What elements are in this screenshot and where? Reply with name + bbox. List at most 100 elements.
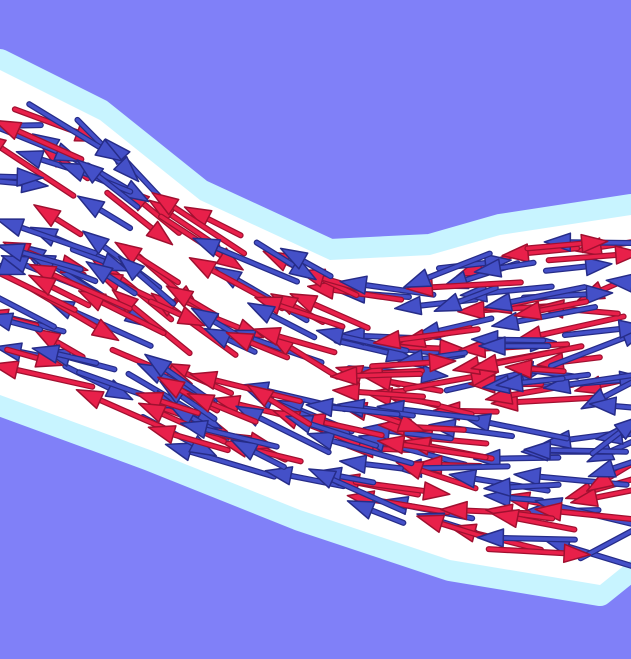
arrow-shaft-highlight	[288, 345, 339, 379]
arrow-head	[315, 326, 345, 346]
arrow-shaft-highlight	[172, 205, 246, 256]
arrow-shaft-highlight	[135, 254, 180, 285]
arrow-shaft-highlight	[354, 372, 422, 378]
arrow-shaft-highlight	[538, 299, 588, 313]
arrow-shaft-highlight	[525, 241, 584, 251]
arrow-head	[94, 138, 123, 162]
arrow-shaft-highlight	[389, 394, 440, 406]
arrow-head	[478, 336, 506, 356]
arrow-shaft-highlight	[98, 207, 132, 230]
arrow-head	[329, 366, 358, 386]
arrow-shaft-highlight	[51, 273, 132, 311]
arrow-head	[428, 352, 457, 373]
arrow-shaft-highlight	[289, 474, 346, 488]
arrow-shaft-highlight	[269, 313, 317, 340]
arrow-head	[484, 292, 514, 312]
arrow-shaft-highlight	[0, 126, 60, 154]
arrow-head	[513, 301, 543, 321]
arrow-shaft-highlight	[9, 320, 42, 332]
arrow-shaft-highlight	[363, 462, 403, 471]
arrow-shaft-highlight	[546, 253, 618, 262]
arrow-head	[225, 331, 255, 352]
arrow-shaft-highlight	[559, 510, 631, 521]
arrow-shaft-highlight	[54, 216, 83, 236]
arrow-shaft-highlight	[301, 259, 333, 278]
arrow-head	[186, 392, 216, 413]
arrow-shaft-highlight	[515, 516, 577, 532]
arrow-head	[393, 295, 423, 316]
arrow-head	[176, 306, 206, 327]
arrow-shaft-highlight	[515, 305, 597, 324]
arrow-head	[504, 359, 533, 379]
arrow-head	[0, 256, 26, 276]
arrow-head	[562, 543, 591, 564]
arrow-field	[0, 101, 631, 569]
arrow-head	[33, 204, 62, 228]
arrow-head	[483, 477, 512, 497]
arrow-shaft-highlight	[171, 432, 230, 452]
arrow-head	[190, 307, 220, 330]
arrow-head	[0, 312, 15, 332]
arrow-shaft-highlight	[494, 344, 584, 366]
arrow-head	[147, 425, 177, 444]
arrow-shaft-highlight	[370, 360, 432, 369]
arrow-head	[440, 500, 468, 521]
arrow-head	[114, 241, 143, 265]
arrow-shaft-highlight	[54, 339, 85, 359]
arrow-head	[192, 237, 222, 258]
arrow-shaft-highlight	[106, 274, 137, 296]
arrow-shaft-highlight	[248, 340, 289, 360]
arrow-shaft-highlight	[549, 336, 626, 368]
arrow-shaft-highlight	[312, 302, 370, 330]
arrow-shaft-highlight	[188, 450, 276, 479]
arrow-head	[396, 413, 426, 433]
arrow-head	[0, 243, 26, 262]
arrow-head	[308, 468, 337, 489]
arrow-head	[203, 327, 233, 349]
arrow-shaft-highlight	[204, 427, 279, 449]
arrow-shaft-highlight	[15, 368, 95, 389]
arrow-head	[448, 469, 478, 489]
arrow-shaft-highlight	[602, 380, 631, 399]
arrow-head	[246, 384, 275, 408]
arrow-shaft-highlight	[5, 347, 40, 360]
arrow-head	[247, 302, 276, 324]
arrow-shaft-highlight	[215, 246, 299, 284]
arrow-head	[501, 243, 530, 263]
arrow-shaft-highlight	[105, 191, 154, 231]
arrow-head	[165, 285, 195, 308]
arrow-shaft-highlight	[96, 174, 140, 209]
arrow-shaft-highlight	[19, 225, 97, 255]
arrow-head	[587, 459, 617, 478]
arrow-head	[179, 419, 209, 439]
arrow-head	[476, 528, 505, 548]
arrow-head	[403, 268, 433, 288]
arrow-shaft-highlight	[330, 405, 400, 417]
arrow-head	[491, 311, 520, 332]
arrow-head	[588, 396, 618, 416]
arrow-head	[513, 467, 542, 487]
arrow-shaft-highlight	[487, 421, 569, 441]
arrow-shaft-highlight	[619, 432, 631, 438]
arrow-shaft-highlight	[277, 303, 345, 329]
arrow-shaft-highlight	[611, 460, 631, 471]
arrow-shaft-highlight	[456, 286, 498, 304]
arrow-head	[189, 370, 219, 390]
arrow-head	[28, 274, 57, 296]
arrow-shaft-highlight	[486, 547, 566, 556]
arrow-head	[332, 382, 361, 402]
arrow-head	[339, 275, 368, 295]
arrow-shaft-highlight	[159, 399, 200, 415]
arrow-shaft-highlight	[0, 271, 77, 312]
arrow-shaft-highlight	[308, 422, 378, 448]
arrow-shaft-highlight	[257, 416, 331, 454]
arrow-head	[82, 230, 110, 255]
arrow-shaft-highlight	[356, 390, 425, 399]
arrow-shaft-highlight	[590, 430, 622, 456]
arrow-shaft-highlight	[100, 300, 166, 335]
arrow-head	[305, 397, 334, 418]
arrow-shaft-highlight	[0, 174, 19, 179]
arrow-shaft-highlight	[404, 375, 474, 391]
arrow-head	[605, 273, 631, 293]
